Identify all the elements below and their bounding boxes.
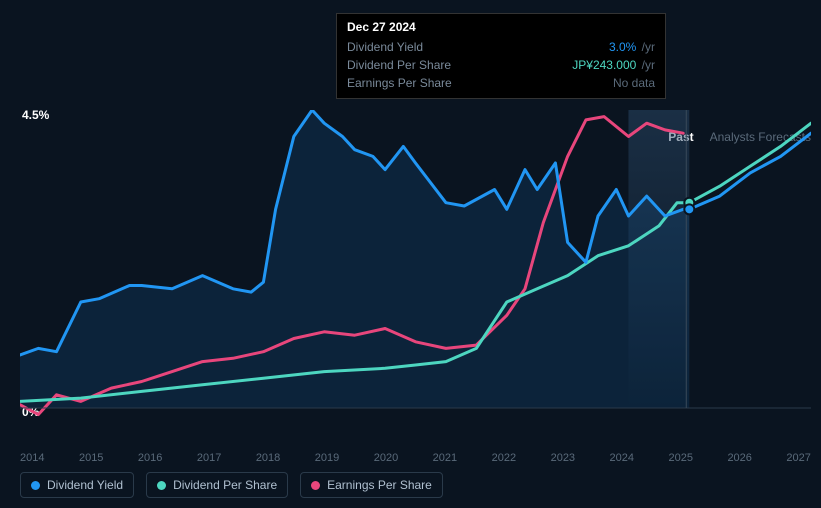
x-tick: 2025 (668, 452, 692, 464)
legend-item[interactable]: Dividend Per Share (146, 472, 288, 498)
x-tick: 2014 (20, 452, 44, 464)
chart-svg (20, 110, 811, 448)
x-tick: 2027 (786, 452, 810, 464)
x-tick: 2018 (256, 452, 280, 464)
tooltip-row: Dividend Per ShareJP¥243.000 /yr (347, 56, 655, 74)
legend-dot-icon (31, 481, 40, 490)
x-tick: 2017 (197, 452, 221, 464)
x-tick: 2024 (610, 452, 634, 464)
tooltip-rows: Dividend Yield3.0% /yrDividend Per Share… (347, 38, 655, 92)
chart-layers (20, 110, 811, 415)
legend-dot-icon (311, 481, 320, 490)
x-tick: 2023 (551, 452, 575, 464)
tooltip-row: Earnings Per ShareNo data (347, 74, 655, 92)
legend-label: Earnings Per Share (327, 478, 432, 492)
legend: Dividend Yield Dividend Per Share Earnings… (20, 472, 443, 498)
legend-item[interactable]: Dividend Yield (20, 472, 134, 498)
x-tick: 2026 (727, 452, 751, 464)
tooltip-date: Dec 27 2024 (347, 20, 655, 34)
x-tick: 2021 (433, 452, 457, 464)
legend-item[interactable]: Earnings Per Share (300, 472, 443, 498)
legend-label: Dividend Per Share (173, 478, 277, 492)
x-tick: 2016 (138, 452, 162, 464)
legend-dot-icon (157, 481, 166, 490)
chart-area[interactable] (20, 110, 811, 448)
x-tick: 2020 (374, 452, 398, 464)
chart-tooltip: Dec 27 2024 Dividend Yield3.0% /yrDivide… (336, 13, 666, 99)
x-tick: 2022 (492, 452, 516, 464)
x-axis: 2014 2015 2016 2017 2018 2019 2020 2021 2022 2023… (20, 452, 811, 464)
legend-label: Dividend Yield (47, 478, 123, 492)
tooltip-row: Dividend Yield3.0% /yr (347, 38, 655, 56)
x-tick: 2019 (315, 452, 339, 464)
x-tick: 2015 (79, 452, 103, 464)
